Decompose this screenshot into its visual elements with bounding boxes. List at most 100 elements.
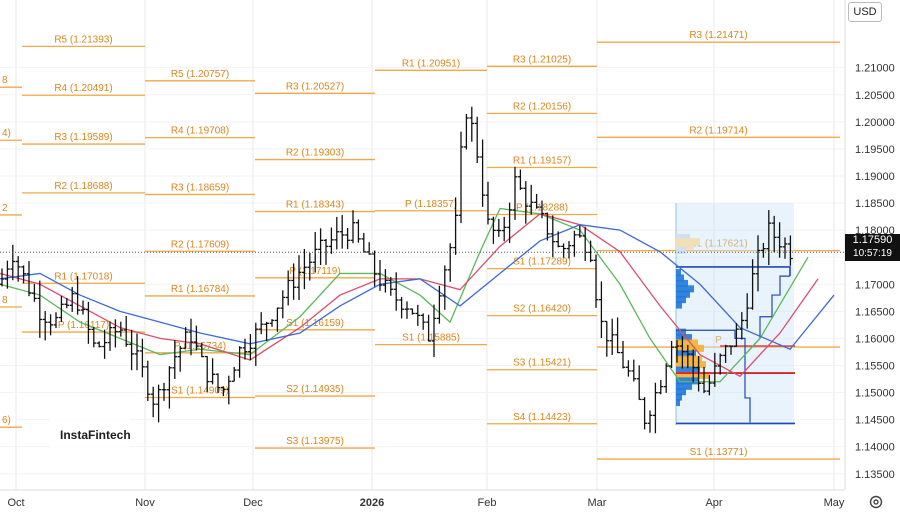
price-tick-label: 1.21000 <box>855 63 895 75</box>
pivot-label: R3 (1.21025) <box>513 54 571 65</box>
pivot-label: S1 (1.13771) <box>690 447 748 458</box>
volume-profile-bar <box>676 344 704 352</box>
price-tick-label: 1.13500 <box>855 469 895 481</box>
volume-profile-bar <box>676 339 698 347</box>
ma-green-line <box>0 207 809 383</box>
pivot-label: 8 <box>2 295 8 306</box>
pivot-label: R4 (1.20491) <box>54 83 112 94</box>
volume-profile-bar <box>676 269 681 277</box>
pivot-label: S2 (1.16420) <box>513 304 571 315</box>
range-box <box>675 203 795 426</box>
price-axis: 1.21000 1.20500 1.20000 1.19500 1.19000 1.185… <box>844 0 895 490</box>
pivot-label: 4) <box>2 128 11 139</box>
grid <box>0 0 845 490</box>
watermark-text: InstaFintech <box>60 428 131 442</box>
trailing-stop-line <box>744 275 790 356</box>
pivot-label: S3 (1.13975) <box>286 436 344 447</box>
price-tick-label: 1.20000 <box>855 117 895 129</box>
volume-profile-bar <box>676 246 686 254</box>
time-tick-label: Nov <box>135 497 155 509</box>
pivot-label: R5 (1.21393) <box>54 34 112 45</box>
price-tick-label: 1.17000 <box>855 279 895 291</box>
pivot-label: P (1.18357) <box>405 199 457 210</box>
pivot-label: R1 (1.16784) <box>171 284 229 295</box>
pivot-label: S1 (1.14909) <box>171 385 229 396</box>
pivot-label: S2 (1.14935) <box>286 384 344 395</box>
volume-profile-bar <box>676 285 694 293</box>
price-tick-label: 1.19000 <box>855 171 895 183</box>
volume-profile-bar <box>676 377 698 385</box>
volume-profile-bar <box>676 290 690 298</box>
volume-profile-bar <box>676 274 684 282</box>
pivot-label: R2 (1.17609) <box>171 239 229 250</box>
range-box-area <box>676 203 794 426</box>
price-tick-label: 1.16500 <box>855 306 895 318</box>
volume-profile-bar <box>676 393 682 401</box>
pivot-label: R1 (1.20951) <box>402 58 460 69</box>
pivot-label: R1 (1.19157) <box>513 155 571 166</box>
pivot-label: S1 (1.15885) <box>402 333 460 344</box>
pivot-label: 6) <box>2 415 11 426</box>
volume-profile-bar <box>676 399 680 407</box>
volume-profile-bar <box>676 242 694 250</box>
price-tick-label: 1.20500 <box>855 90 895 102</box>
settings-button[interactable] <box>868 494 884 510</box>
pivot-label: R3 (1.19589) <box>54 132 112 143</box>
volume-profile-bar <box>676 296 686 304</box>
time-tick-label: May <box>824 497 845 509</box>
time-axis: Oct Nov Dec 2026 Feb Mar Apr May <box>0 489 845 509</box>
pivot-label: P <box>715 335 722 346</box>
time-tick-label: Mar <box>588 497 607 509</box>
countdown-timer: 10:57:19 <box>853 248 892 259</box>
volume-profile-bar <box>676 355 702 363</box>
ma-blue-line <box>0 224 835 351</box>
volume-profile-bar <box>676 382 692 390</box>
price-tick-label: 1.15500 <box>855 360 895 372</box>
pivot-label: R1 (1.17018) <box>54 271 112 282</box>
volume-profile-bar <box>676 301 682 309</box>
pivot-label: 8 <box>2 75 8 86</box>
pivot-label: R1 (1.18343) <box>286 200 344 211</box>
candles <box>0 106 793 434</box>
time-tick-label: Dec <box>243 497 263 509</box>
price-tick-label: 1.14000 <box>855 442 895 454</box>
pivot-label: S4 (1.14423) <box>513 412 571 423</box>
price-tick-label: 1.15000 <box>855 388 895 400</box>
pivot-label: R1 (1.17621) <box>689 239 747 250</box>
volume-profile-bar <box>676 366 700 374</box>
pivot-label: 2 <box>2 203 8 214</box>
pivot-label: R3 (1.20527) <box>286 81 344 92</box>
pivot-label: R2 (1.18688) <box>54 181 112 192</box>
pivot-label: R2 (1.19714) <box>689 125 747 136</box>
gear-icon[interactable] <box>868 494 884 510</box>
time-tick-label: Oct <box>7 497 24 509</box>
last-price-value: 1.17590 <box>852 234 893 246</box>
volume-profile-bar <box>676 334 692 342</box>
price-tick-label: 1.16000 <box>855 333 895 345</box>
volume-profile-bar <box>676 350 696 358</box>
currency-button[interactable]: USD <box>848 2 882 22</box>
pivot-label: R5 (1.20757) <box>171 69 229 80</box>
pivot-label: P (1.16117) <box>58 320 109 331</box>
pivot-levels: 8 4) 2 8 6) R5 (1.21393) R4 (1.20491) R3 (1.195… <box>0 30 840 460</box>
currency-label[interactable]: USD <box>853 6 877 18</box>
pivot-label: S3 (1.15421) <box>513 358 571 369</box>
volume-profile-bar <box>676 361 706 369</box>
pivot-label: S1 (1.17289) <box>513 257 571 268</box>
pivot-label: R2 (1.20156) <box>513 101 571 112</box>
time-tick-label: Apr <box>705 497 722 509</box>
pivot-label: R4 (1.19708) <box>171 126 229 137</box>
value-area-outline <box>676 329 751 423</box>
price-tick-label: 1.14500 <box>855 415 895 427</box>
time-tick-label: 2026 <box>360 497 384 509</box>
price-tick-label: 1.18500 <box>855 198 895 210</box>
pivot-label: R2 (1.19303) <box>286 148 344 159</box>
volume-profile-bar <box>676 279 688 287</box>
time-tick-label: Feb <box>478 497 497 509</box>
volume-profile-bar <box>676 233 690 241</box>
volume-profile-bar <box>676 388 686 396</box>
indicators <box>0 207 835 383</box>
pivot-label: R3 (1.18659) <box>171 182 229 193</box>
